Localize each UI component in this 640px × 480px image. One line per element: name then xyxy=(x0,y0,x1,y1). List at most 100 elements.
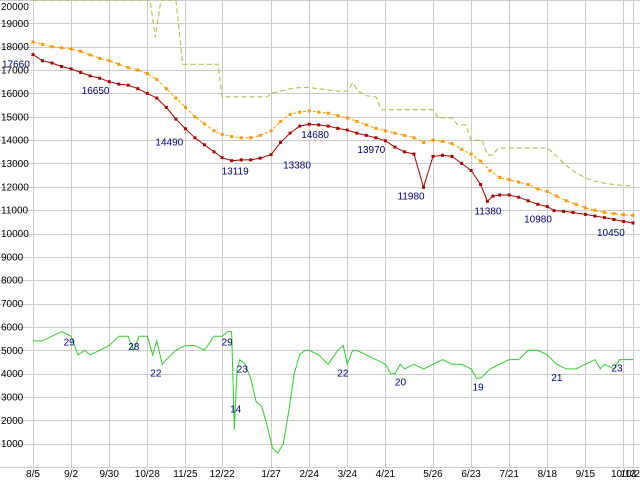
data-label: 23 xyxy=(237,365,249,376)
marker-min-price xyxy=(479,183,483,186)
data-label: 22 xyxy=(150,368,162,379)
data-label: 28 xyxy=(128,342,140,353)
marker-min-price xyxy=(450,154,454,158)
marker-avg-price xyxy=(336,114,340,118)
x-axis-tick-label: 12/22 xyxy=(210,469,235,480)
marker-min-price xyxy=(383,139,387,143)
y-axis-labels: 20000 19000 18000 17000 16000 15000 14000 13000… xyxy=(1,2,29,450)
x-axis-tick-label: 11/25 xyxy=(173,469,198,480)
marker-min-price xyxy=(441,153,444,157)
series-avg-price xyxy=(31,40,635,217)
marker-avg-price xyxy=(622,213,625,217)
marker-avg-price xyxy=(345,116,349,120)
x-axis-tick-label: 7/21 xyxy=(499,469,519,480)
marker-avg-price xyxy=(69,47,73,51)
y-axis-tick-label: 11000 xyxy=(1,206,29,217)
marker-avg-price xyxy=(469,152,473,156)
marker-min-price xyxy=(98,76,102,80)
marker-min-price xyxy=(155,96,159,100)
marker-min-price xyxy=(269,153,273,157)
marker-min-price xyxy=(431,154,435,158)
marker-avg-price xyxy=(220,132,224,136)
data-label: 13970 xyxy=(357,145,385,156)
marker-avg-price xyxy=(536,187,540,191)
marker-avg-price xyxy=(383,129,387,133)
series-line-store-count xyxy=(33,331,633,454)
data-label: 14680 xyxy=(301,130,329,141)
y-axis-tick-label: 17000 xyxy=(1,66,29,77)
marker-avg-price xyxy=(402,133,406,137)
marker-avg-price xyxy=(498,176,502,179)
y-axis-tick-label: 8000 xyxy=(1,276,24,287)
marker-min-price xyxy=(364,133,368,137)
data-label: 13119 xyxy=(222,167,250,178)
marker-avg-price xyxy=(583,206,587,210)
y-axis-tick-label: 5000 xyxy=(1,346,24,357)
marker-min-price xyxy=(258,156,262,160)
x-axis-tick-label: 1/27 xyxy=(261,469,281,480)
marker-min-price xyxy=(469,169,473,172)
x-axis-tick-label: 10/13 xyxy=(611,469,636,480)
marker-min-price xyxy=(298,124,302,128)
marker-avg-price xyxy=(230,135,234,139)
y-axis-tick-label: 20000 xyxy=(1,2,29,13)
marker-min-price xyxy=(536,202,540,206)
marker-avg-price xyxy=(364,123,368,127)
y-axis-tick-label: 18000 xyxy=(1,42,29,53)
data-labels: 17660 16650 14490 13119 13380 14680 13970 11980… xyxy=(2,60,625,416)
marker-avg-price xyxy=(545,190,549,193)
marker-min-price xyxy=(485,199,489,203)
marker-min-price xyxy=(183,127,187,131)
marker-min-price xyxy=(117,82,121,86)
marker-min-price xyxy=(593,214,597,218)
y-axis-tick-label: 3000 xyxy=(1,392,24,403)
marker-min-price xyxy=(412,152,416,156)
x-axis-tick-label: 9/30 xyxy=(99,469,119,480)
marker-min-price xyxy=(526,199,530,203)
data-label: 10450 xyxy=(597,228,625,239)
y-axis-tick-label: 14000 xyxy=(1,136,29,147)
marker-avg-price xyxy=(60,46,64,50)
marker-avg-price xyxy=(117,62,121,66)
marker-avg-price xyxy=(79,49,83,53)
x-axis-tick-label: 6/23 xyxy=(461,469,481,480)
marker-min-price xyxy=(602,216,606,220)
marker-avg-price xyxy=(98,56,102,60)
marker-avg-price xyxy=(393,131,397,135)
data-label: 21 xyxy=(551,373,563,384)
marker-min-price xyxy=(545,205,549,209)
series-line-avg-price xyxy=(32,41,634,216)
marker-avg-price xyxy=(555,194,559,198)
marker-min-price xyxy=(402,150,406,154)
marker-avg-price xyxy=(631,213,635,217)
data-label: 23 xyxy=(611,364,623,375)
marker-avg-price xyxy=(107,59,111,63)
marker-min-price xyxy=(562,209,566,213)
marker-min-price xyxy=(193,136,197,140)
y-axis-tick-label: 15000 xyxy=(1,112,29,123)
y-axis-tick-label: 10000 xyxy=(1,229,29,240)
marker-min-price xyxy=(145,91,149,95)
x-axis-tick-label: 9/15 xyxy=(576,469,596,480)
marker-avg-price xyxy=(155,77,159,81)
grid-horizontal xyxy=(0,0,640,468)
marker-min-price xyxy=(326,124,330,128)
x-axis-tick-label: 4/21 xyxy=(376,469,396,480)
y-axis-tick-label: 1000 xyxy=(1,439,24,450)
x-axis-tick-label: 3/24 xyxy=(338,469,358,480)
marker-avg-price xyxy=(460,147,464,151)
marker-avg-price xyxy=(279,119,283,123)
marker-min-price xyxy=(374,136,378,140)
marker-min-price xyxy=(126,83,130,87)
marker-avg-price xyxy=(422,140,425,144)
marker-avg-price xyxy=(50,45,54,49)
series-max-price xyxy=(33,0,633,187)
marker-avg-price xyxy=(517,180,521,184)
marker-min-price xyxy=(31,53,35,57)
series-store-count xyxy=(33,331,633,454)
marker-min-price xyxy=(79,70,83,74)
series-min-price xyxy=(31,53,635,225)
marker-avg-price xyxy=(298,110,302,114)
y-axis-tick-label: 13000 xyxy=(1,159,29,170)
